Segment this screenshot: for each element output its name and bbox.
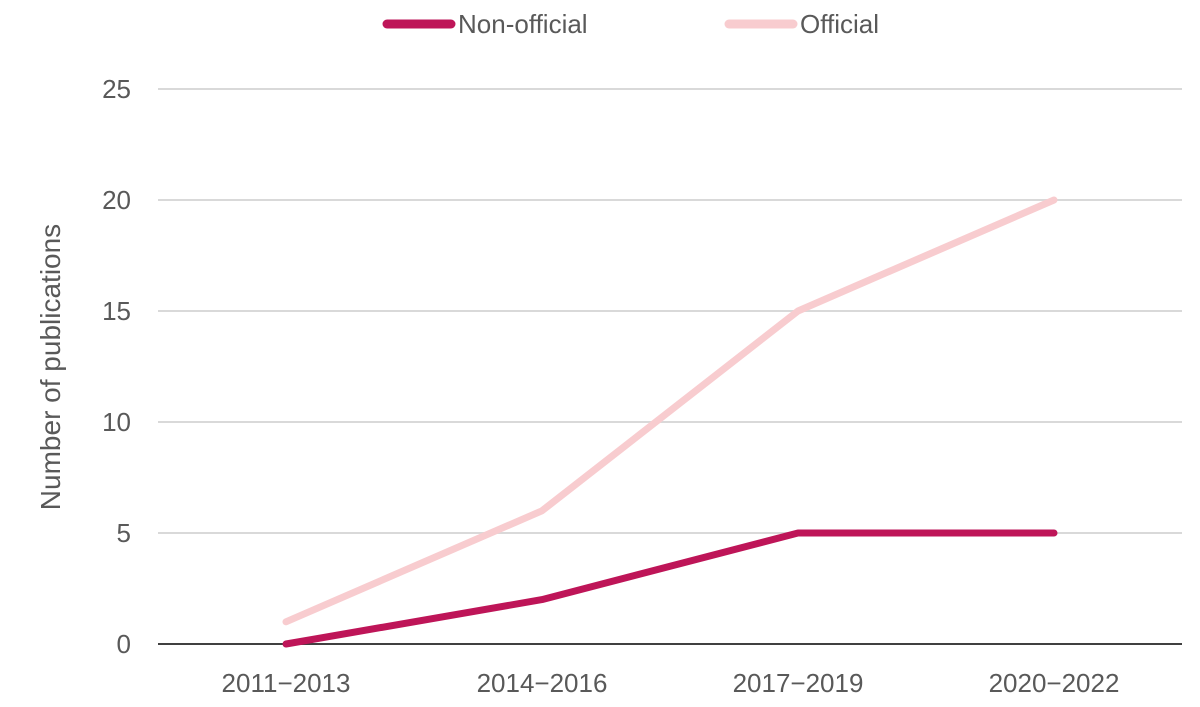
y-tick-label-10: 10 [102, 407, 131, 437]
y-tick-label-25: 25 [102, 74, 131, 104]
gridlines [158, 89, 1182, 533]
x-tick-label-1: 2014−2016 [477, 668, 608, 698]
x-axis-ticks: 2011−2013 2014−2016 2017−2019 2020−2022 [222, 668, 1120, 698]
legend-label-non-official: Non-official [458, 9, 588, 39]
x-tick-label-0: 2011−2013 [222, 668, 351, 698]
legend-label-official: Official [800, 9, 879, 39]
y-tick-label-5: 5 [117, 518, 131, 548]
y-axis-ticks: 0 5 10 15 20 25 [102, 74, 131, 659]
y-tick-label-15: 15 [102, 296, 131, 326]
y-tick-label-0: 0 [117, 629, 131, 659]
y-tick-label-20: 20 [102, 185, 131, 215]
y-axis-label: Number of publications [35, 224, 66, 510]
series-line-non-official [286, 533, 1054, 644]
series-line-official [286, 200, 1054, 622]
x-tick-label-2: 2017−2019 [733, 668, 864, 698]
legend: Non-official Official [387, 9, 879, 39]
x-tick-label-3: 2020−2022 [989, 668, 1120, 698]
